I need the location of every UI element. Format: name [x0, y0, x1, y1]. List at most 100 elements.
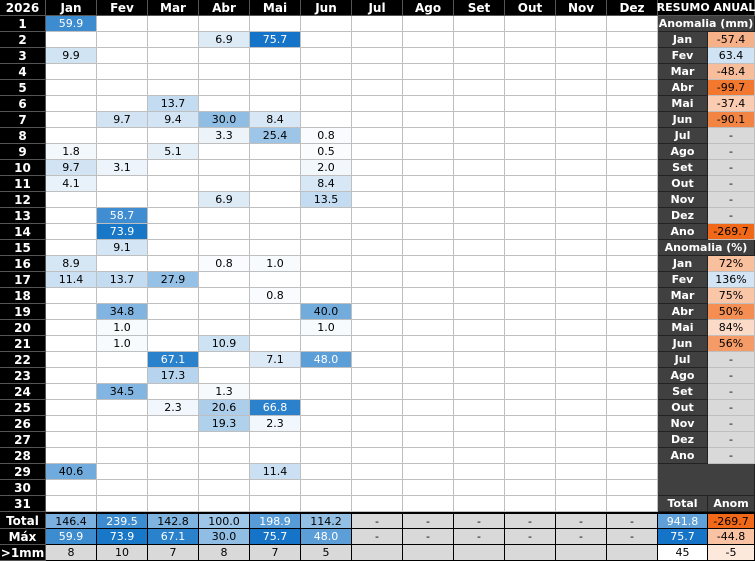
empty-cell	[556, 160, 607, 176]
month-header: Jul	[352, 0, 403, 16]
empty-cell	[607, 16, 658, 32]
footer-value: 30.0	[199, 529, 250, 545]
empty-cell	[46, 336, 97, 352]
empty-cell	[505, 545, 556, 561]
empty-cell	[556, 496, 607, 512]
summary-value: -	[708, 384, 755, 400]
empty-cell	[556, 192, 607, 208]
footer-value: 239.5	[97, 512, 148, 529]
rain-value: 6.9	[199, 32, 250, 48]
empty-cell	[454, 240, 505, 256]
footer-value: 59.9	[46, 529, 97, 545]
empty-cell	[250, 160, 301, 176]
footer-value: 146.4	[46, 512, 97, 529]
empty-cell	[97, 352, 148, 368]
empty-cell	[250, 432, 301, 448]
empty-cell	[607, 48, 658, 64]
empty-cell	[607, 400, 658, 416]
empty-cell	[352, 128, 403, 144]
month-header: Fev	[97, 0, 148, 16]
empty-cell	[505, 112, 556, 128]
empty-cell	[403, 32, 454, 48]
rain-value: 1.0	[97, 320, 148, 336]
empty-cell	[352, 432, 403, 448]
empty-cell	[148, 80, 199, 96]
empty-cell	[199, 272, 250, 288]
empty-cell	[199, 320, 250, 336]
empty-cell	[454, 416, 505, 432]
empty-cell	[352, 480, 403, 496]
empty-cell	[199, 480, 250, 496]
summary-value: 136%	[708, 272, 755, 288]
footer-value: 114.2	[301, 512, 352, 529]
empty-cell	[250, 480, 301, 496]
empty-cell	[352, 16, 403, 32]
empty-cell	[607, 480, 658, 496]
summary-label: Ano	[658, 448, 708, 464]
empty-cell	[505, 160, 556, 176]
rain-value: 0.8	[199, 256, 250, 272]
empty-cell	[454, 480, 505, 496]
empty-cell	[352, 304, 403, 320]
empty-cell	[607, 464, 658, 480]
empty-cell	[352, 400, 403, 416]
month-header: Set	[454, 0, 505, 16]
empty-cell	[352, 288, 403, 304]
empty-cell	[403, 496, 454, 512]
empty-cell	[199, 432, 250, 448]
summary-value: -	[708, 192, 755, 208]
empty-cell	[46, 224, 97, 240]
empty-cell	[148, 304, 199, 320]
empty-cell	[199, 464, 250, 480]
empty-cell	[505, 448, 556, 464]
empty-cell	[352, 160, 403, 176]
summary-value: 84%	[708, 320, 755, 336]
empty-cell	[505, 176, 556, 192]
summary-value: -57.4	[708, 32, 755, 48]
empty-cell	[250, 192, 301, 208]
day-label: 1	[0, 16, 46, 32]
empty-cell	[250, 320, 301, 336]
month-header: Dez	[607, 0, 658, 16]
rain-value: 8.9	[46, 256, 97, 272]
day-label: 12	[0, 192, 46, 208]
empty-cell	[556, 48, 607, 64]
empty-cell	[352, 80, 403, 96]
empty-cell	[250, 304, 301, 320]
empty-cell	[556, 144, 607, 160]
empty-cell	[250, 64, 301, 80]
empty-cell	[607, 545, 658, 561]
empty-cell	[148, 496, 199, 512]
empty-cell	[556, 336, 607, 352]
empty-cell	[46, 240, 97, 256]
empty-cell	[454, 272, 505, 288]
empty-cell	[199, 288, 250, 304]
empty-cell	[556, 224, 607, 240]
empty-cell	[46, 112, 97, 128]
empty-cell	[454, 464, 505, 480]
empty-cell	[505, 352, 556, 368]
rain-value: 1.0	[97, 336, 148, 352]
empty-cell	[352, 64, 403, 80]
empty-cell	[505, 304, 556, 320]
empty-cell	[301, 256, 352, 272]
empty-cell	[148, 416, 199, 432]
empty-cell	[46, 32, 97, 48]
empty-cell	[301, 32, 352, 48]
rain-value: 19.3	[199, 416, 250, 432]
empty-cell	[505, 32, 556, 48]
empty-cell	[352, 256, 403, 272]
empty-cell	[250, 336, 301, 352]
empty-cell	[505, 480, 556, 496]
empty-cell	[556, 352, 607, 368]
empty-cell	[454, 400, 505, 416]
month-header: Mar	[148, 0, 199, 16]
empty-cell	[454, 320, 505, 336]
footer-value: -	[454, 512, 505, 529]
rain-value: 8.4	[250, 112, 301, 128]
empty-cell	[454, 432, 505, 448]
empty-cell	[454, 192, 505, 208]
empty-cell	[403, 304, 454, 320]
footer-value: -	[607, 512, 658, 529]
rain-value: 30.0	[199, 112, 250, 128]
